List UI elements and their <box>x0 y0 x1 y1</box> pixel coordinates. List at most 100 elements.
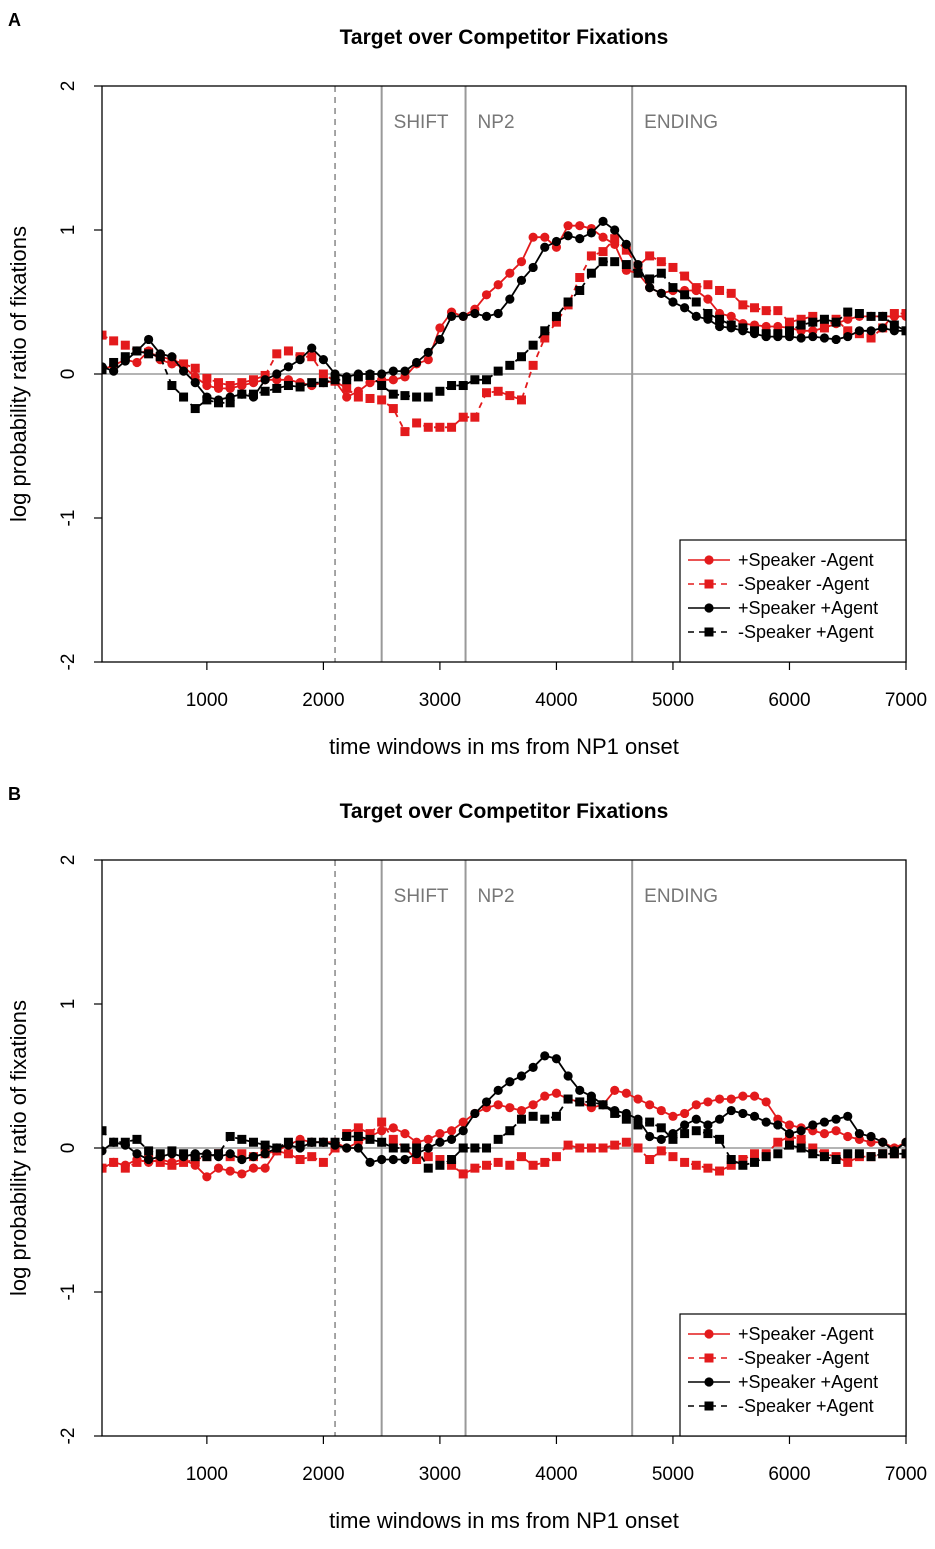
data-point <box>423 422 433 432</box>
data-point <box>132 1149 142 1159</box>
x-tick-label: 6000 <box>768 1464 810 1485</box>
data-point <box>446 1134 457 1144</box>
series-group <box>102 216 906 437</box>
data-point <box>435 1155 445 1165</box>
data-point <box>318 1137 328 1147</box>
region-label-ending: ENDING <box>644 886 718 907</box>
data-point <box>423 1163 433 1173</box>
data-point <box>342 383 352 393</box>
data-point <box>388 1134 398 1144</box>
data-point <box>458 1169 468 1179</box>
data-point <box>423 347 433 357</box>
data-point <box>318 369 328 379</box>
data-point <box>680 1129 690 1139</box>
data-point <box>248 1163 259 1173</box>
data-point <box>703 1129 713 1139</box>
data-point <box>435 422 445 432</box>
data-point <box>528 1160 538 1170</box>
data-point <box>563 1094 573 1104</box>
data-point <box>551 311 561 321</box>
data-point <box>132 1134 142 1144</box>
data-point <box>295 355 305 365</box>
data-point <box>878 323 888 333</box>
data-point <box>423 1134 433 1144</box>
data-point <box>563 231 573 241</box>
data-point <box>808 311 818 321</box>
data-point <box>120 340 130 350</box>
data-point <box>179 359 189 369</box>
x-tick-label: 1000 <box>186 1464 228 1485</box>
data-point <box>202 1152 212 1162</box>
data-point <box>563 1071 573 1081</box>
data-point <box>528 360 538 370</box>
data-point <box>726 1160 736 1170</box>
data-point <box>796 314 806 324</box>
data-point <box>843 1157 853 1167</box>
data-point <box>621 1088 631 1098</box>
data-point <box>691 297 701 307</box>
data-point <box>645 251 655 261</box>
data-point <box>831 334 841 345</box>
data-point <box>458 311 468 321</box>
data-point <box>400 1154 410 1165</box>
data-point <box>144 334 154 345</box>
y-tick-label: -1 <box>58 1284 79 1301</box>
data-point <box>470 1143 480 1153</box>
data-point <box>843 1149 853 1159</box>
data-point <box>505 1077 515 1087</box>
data-point <box>633 268 643 278</box>
data-point <box>621 1137 631 1147</box>
data-point <box>481 1097 492 1107</box>
data-point <box>190 404 200 414</box>
data-point <box>796 1143 806 1153</box>
data-point <box>575 234 585 244</box>
data-point <box>773 1149 783 1159</box>
data-point <box>330 1137 340 1147</box>
data-point <box>202 380 212 391</box>
data-point <box>656 1146 666 1156</box>
data-point <box>225 1149 235 1159</box>
data-point <box>446 1126 457 1136</box>
data-point <box>854 309 864 319</box>
series-line-2 <box>102 1054 906 1164</box>
data-point <box>377 395 387 405</box>
data-point <box>878 1137 888 1147</box>
data-point <box>540 326 550 336</box>
data-point <box>796 333 806 343</box>
data-point <box>109 1157 119 1167</box>
data-point <box>784 1120 795 1130</box>
data-point <box>575 1085 585 1095</box>
chart-b-svg: B Target over Competitor Fixations SHIFT NP… <box>6 784 927 1533</box>
data-point <box>680 1157 690 1167</box>
legend-marker-3 <box>704 627 714 637</box>
data-point <box>214 398 224 408</box>
region-label-shift: SHIFT <box>394 886 449 907</box>
data-point <box>516 275 527 285</box>
data-point <box>586 228 596 238</box>
chart-a-svg: A Target over Competitor Fixations SHIFT NP… <box>6 10 927 759</box>
data-point <box>435 1137 445 1147</box>
data-point <box>102 1126 107 1136</box>
data-point <box>633 259 643 270</box>
data-point <box>738 1108 748 1119</box>
data-point <box>586 251 596 261</box>
chart-panel-a: A Target over Competitor Fixations SHIFT NP… <box>0 0 935 770</box>
data-point <box>272 369 282 379</box>
data-point <box>656 1105 666 1116</box>
data-point <box>272 349 282 359</box>
data-point <box>237 1169 247 1179</box>
data-point <box>773 329 783 339</box>
data-point <box>738 300 748 310</box>
data-point <box>481 290 492 300</box>
data-point <box>353 1131 363 1141</box>
data-point <box>610 1085 620 1095</box>
data-point <box>377 1154 387 1165</box>
data-point <box>784 326 794 336</box>
data-point <box>377 1126 387 1136</box>
data-point <box>505 1103 515 1113</box>
data-point <box>750 1157 760 1167</box>
data-point <box>528 1111 538 1121</box>
data-point <box>621 260 631 270</box>
data-point <box>167 1146 177 1156</box>
data-point <box>691 311 701 321</box>
